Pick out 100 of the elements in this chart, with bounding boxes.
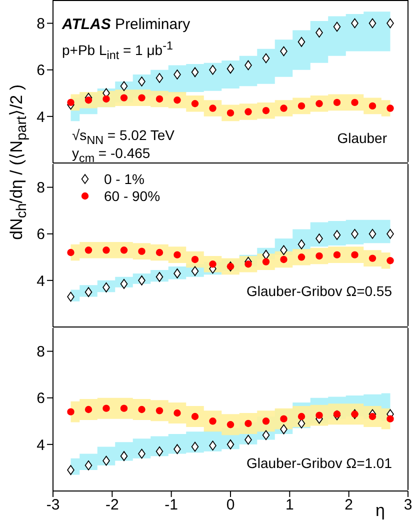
y-tick-label: 8: [36, 16, 45, 33]
x-tick-label: 1: [285, 496, 294, 514]
point: [174, 268, 181, 278]
point: [120, 246, 128, 254]
point: [298, 239, 306, 250]
x-tick-label: -1: [164, 496, 178, 514]
point: [244, 260, 252, 268]
legend-label: 60 - 90%: [104, 188, 160, 204]
point: [138, 448, 146, 459]
point: [316, 234, 323, 244]
point: [138, 275, 146, 286]
point: [191, 266, 199, 276]
point: [226, 64, 234, 74]
point: [262, 418, 270, 425]
point: [191, 100, 199, 108]
point: [191, 412, 199, 420]
point: [244, 434, 252, 445]
point: [298, 254, 306, 261]
point: [84, 460, 92, 470]
point: [368, 18, 376, 28]
y-tick-label: 4: [36, 272, 45, 290]
point: [280, 415, 288, 422]
point: [333, 230, 341, 240]
point: [280, 256, 288, 264]
y-tick-label: 4: [36, 436, 45, 454]
point: [156, 73, 164, 83]
point: [84, 246, 92, 254]
point: [67, 465, 74, 475]
point: [174, 70, 181, 80]
point: [209, 418, 216, 425]
y-tick-label: 8: [36, 344, 45, 361]
y-tick-label: 6: [36, 226, 45, 244]
point: [67, 292, 74, 302]
point: [156, 446, 164, 456]
point: [386, 415, 394, 422]
point: [102, 246, 110, 254]
point: [316, 28, 323, 38]
point: [351, 98, 358, 106]
x-axis-title: η: [376, 501, 385, 520]
point: [333, 251, 341, 258]
point: [120, 94, 128, 102]
point: [67, 98, 74, 106]
point: [156, 248, 164, 256]
point: [156, 407, 164, 414]
point: [209, 440, 216, 451]
annotation: √s$_{NN}$ = 5.02 TeV: [72, 127, 174, 147]
point: [280, 424, 288, 434]
point: [120, 81, 128, 92]
point: [138, 76, 146, 86]
point: [262, 258, 270, 266]
point: [191, 442, 199, 452]
annotation: ATLAS Preliminary: [62, 16, 190, 33]
point: [386, 18, 394, 28]
y-tick-label: 8: [36, 180, 45, 197]
point: [351, 18, 358, 28]
point: [280, 245, 288, 256]
point: [102, 404, 110, 412]
point: [368, 412, 376, 420]
point: [174, 251, 181, 258]
point: [316, 100, 323, 108]
point: [156, 272, 164, 282]
point: [368, 228, 376, 239]
point: [298, 412, 306, 420]
y-tick-label: 6: [36, 62, 45, 80]
point: [226, 109, 234, 117]
point: [351, 228, 358, 239]
annotation: Glauber-Gribov Ω=0.55: [246, 283, 392, 299]
point: [368, 254, 376, 262]
x-tick-label: 0: [226, 496, 235, 514]
point: [209, 104, 216, 112]
point: [120, 404, 128, 412]
point: [298, 418, 306, 428]
point: [191, 256, 199, 264]
point: [351, 251, 358, 258]
point: [67, 408, 74, 416]
point: [262, 250, 270, 260]
point: [298, 102, 306, 110]
point: [84, 287, 92, 298]
point: [174, 96, 181, 104]
annotation: y$_{cm}$ = -0.465: [72, 145, 150, 165]
point: [368, 102, 376, 110]
point: [102, 282, 110, 292]
annotation: Glauber: [337, 130, 387, 146]
point: [386, 228, 394, 239]
x-tick-label: 2: [344, 496, 354, 514]
point: [316, 252, 323, 260]
point: [156, 95, 164, 103]
x-tick-label: 3: [404, 496, 412, 514]
annotation: Glauber-Gribov Ω=1.01: [246, 455, 392, 471]
y-tick-label: 6: [36, 390, 45, 408]
point: [138, 248, 146, 255]
point: [138, 406, 146, 414]
point: [191, 67, 199, 78]
point: [333, 98, 341, 106]
point: [84, 406, 92, 414]
point: [102, 456, 110, 466]
point: [174, 409, 181, 417]
point: [102, 95, 110, 103]
point: [316, 412, 323, 419]
point: [209, 260, 216, 268]
